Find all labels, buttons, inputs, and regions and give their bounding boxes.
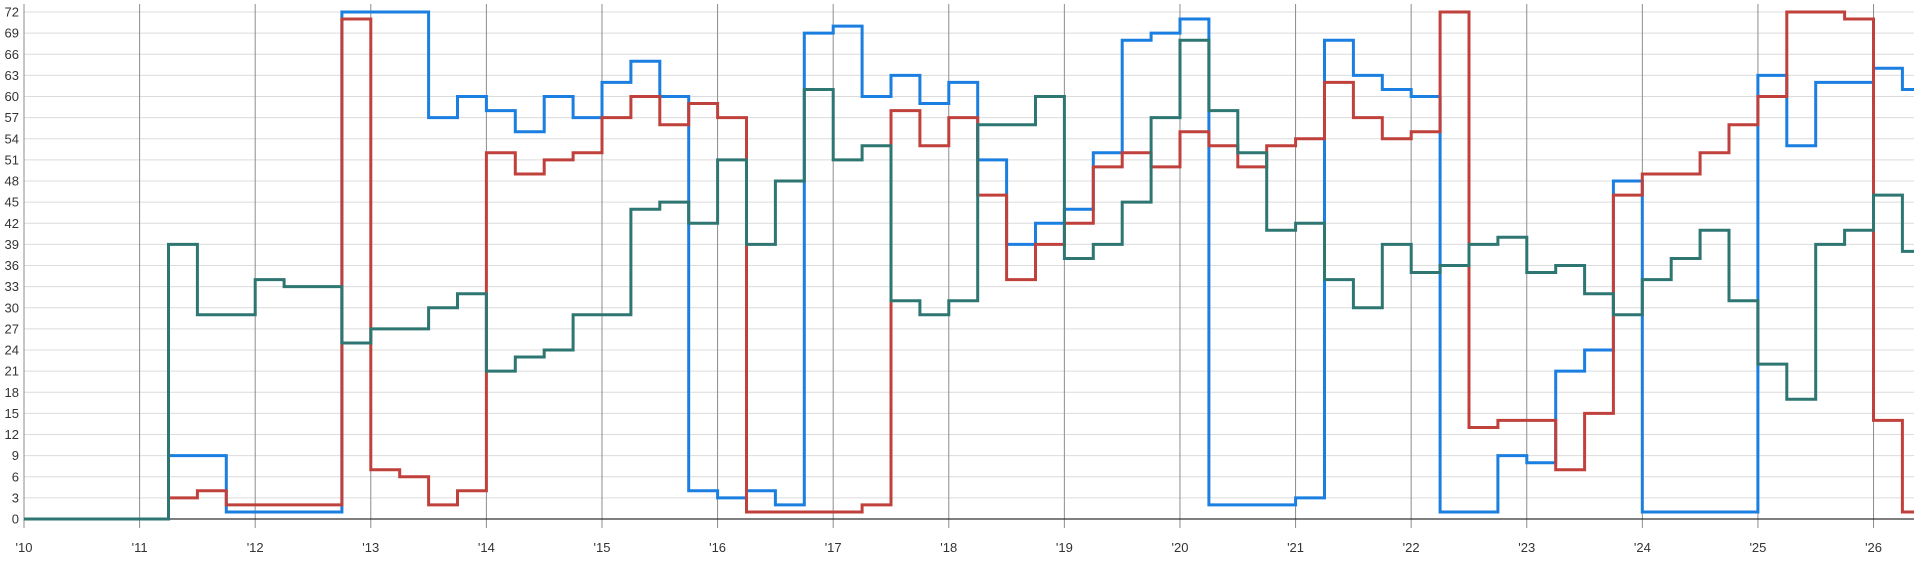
y-tick-label-57: 57 xyxy=(5,110,19,125)
y-tick-label-15: 15 xyxy=(5,406,19,421)
x-tick-label: '16 xyxy=(709,540,726,555)
y-tick-label-42: 42 xyxy=(5,216,19,231)
x-tick-label: '18 xyxy=(940,540,957,555)
y-tick-label-3: 3 xyxy=(12,490,19,505)
y-tick-label-51: 51 xyxy=(5,152,19,167)
y-tick-label-54: 54 xyxy=(5,131,19,146)
y-tick-label-0: 0 xyxy=(12,512,19,527)
x-tick-label: '24 xyxy=(1634,540,1651,555)
y-tick-label-72: 72 xyxy=(5,5,19,20)
x-tick-label: '19 xyxy=(1056,540,1073,555)
x-tick-label: '15 xyxy=(594,540,611,555)
x-tick-label: '26 xyxy=(1865,540,1882,555)
y-tick-label-60: 60 xyxy=(5,89,19,104)
x-axis-tick-labels: '10 '11 '12 '13 '14 '15 '16 '17 '18 '19 '20 '21 '22 '… xyxy=(16,540,1882,555)
series-line-1 xyxy=(24,10,1914,521)
y-tick-label-66: 66 xyxy=(5,47,19,62)
y-tick-label-6: 6 xyxy=(12,469,19,484)
x-tick-label: '14 xyxy=(478,540,495,555)
x-tick-label: '12 xyxy=(247,540,264,555)
y-tick-label-30: 30 xyxy=(5,300,19,315)
y-tick-label-18: 18 xyxy=(5,385,19,400)
x-tick-label: '17 xyxy=(825,540,842,555)
series-line-3 xyxy=(24,38,1914,521)
x-tick-label: '11 xyxy=(132,540,148,555)
x-tick-label: '23 xyxy=(1518,540,1535,555)
x-tick-label: '21 xyxy=(1287,540,1304,555)
y-tick-label-33: 33 xyxy=(5,279,19,294)
y-tick-label-48: 48 xyxy=(5,174,19,189)
y-axis-tick-labels: 0369121518212427303336394245485154576063… xyxy=(5,5,19,527)
y-tick-label-69: 69 xyxy=(5,26,19,41)
horizontal-gridlines xyxy=(24,11,1914,520)
x-tick-label: '25 xyxy=(1749,540,1766,555)
x-tick-label: '22 xyxy=(1403,540,1420,555)
y-tick-label-39: 39 xyxy=(5,237,19,252)
y-tick-label-21: 21 xyxy=(5,364,19,379)
y-tick-label-45: 45 xyxy=(5,195,19,210)
x-tick-label: '10 xyxy=(16,540,33,555)
y-tick-label-63: 63 xyxy=(5,68,19,83)
y-tick-label-36: 36 xyxy=(5,258,19,273)
y-tick-label-12: 12 xyxy=(5,427,19,442)
x-tick-label: '20 xyxy=(1171,540,1188,555)
y-tick-label-24: 24 xyxy=(5,343,19,358)
series-layer xyxy=(24,10,1914,521)
y-tick-label-27: 27 xyxy=(5,321,19,336)
x-tick-label: '13 xyxy=(362,540,379,555)
y-tick-label-9: 9 xyxy=(12,448,19,463)
